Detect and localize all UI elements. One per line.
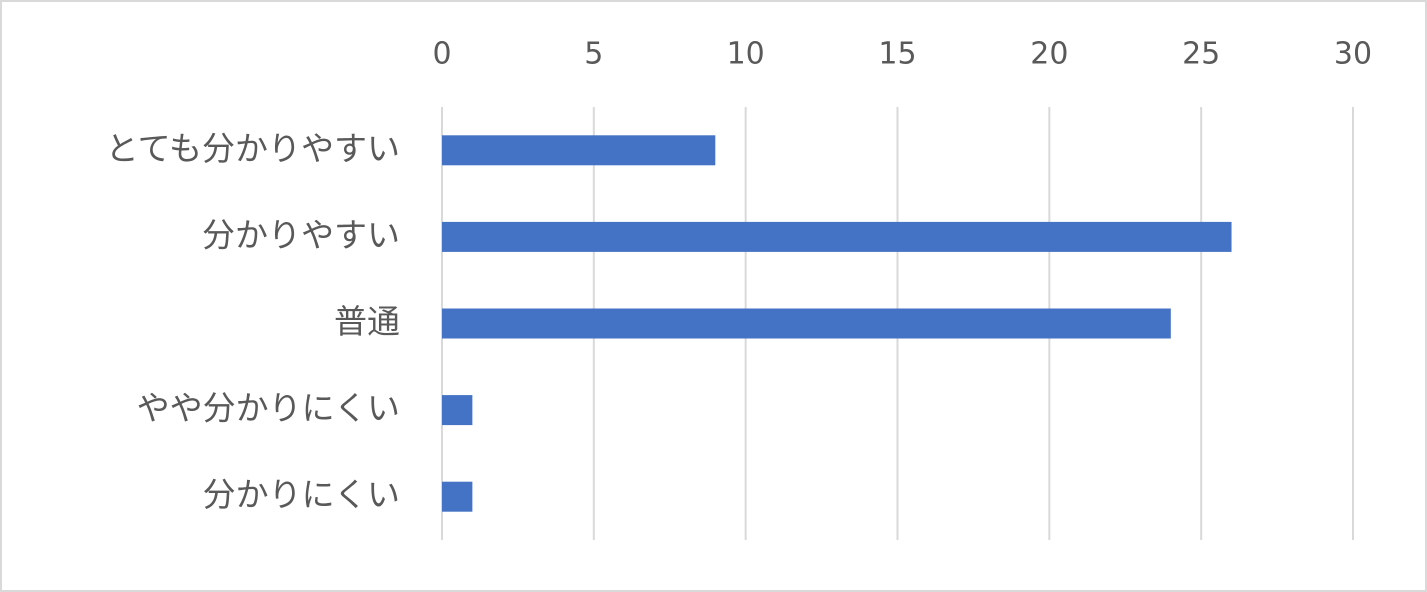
x-tick-label: 5 xyxy=(584,37,603,72)
bar xyxy=(442,221,1232,252)
y-tick-label: やや分かりにくい xyxy=(137,389,400,428)
x-tick-label: 30 xyxy=(1334,37,1372,72)
x-tick-label: 10 xyxy=(727,37,765,72)
x-tick-label: 25 xyxy=(1182,37,1220,72)
x-tick-label: 15 xyxy=(878,37,916,72)
x-tick-label: 20 xyxy=(1030,37,1068,72)
bar xyxy=(442,395,473,426)
bar xyxy=(442,135,716,166)
y-tick-label: とても分かりやすい xyxy=(106,129,400,168)
y-tick-label: 分かりにくい xyxy=(203,475,400,514)
y-tick-label: 普通 xyxy=(334,302,400,341)
bar xyxy=(442,308,1171,339)
x-tick-label: 0 xyxy=(432,37,451,72)
y-tick-label: 分かりやすい xyxy=(202,215,400,254)
bar xyxy=(442,481,473,512)
